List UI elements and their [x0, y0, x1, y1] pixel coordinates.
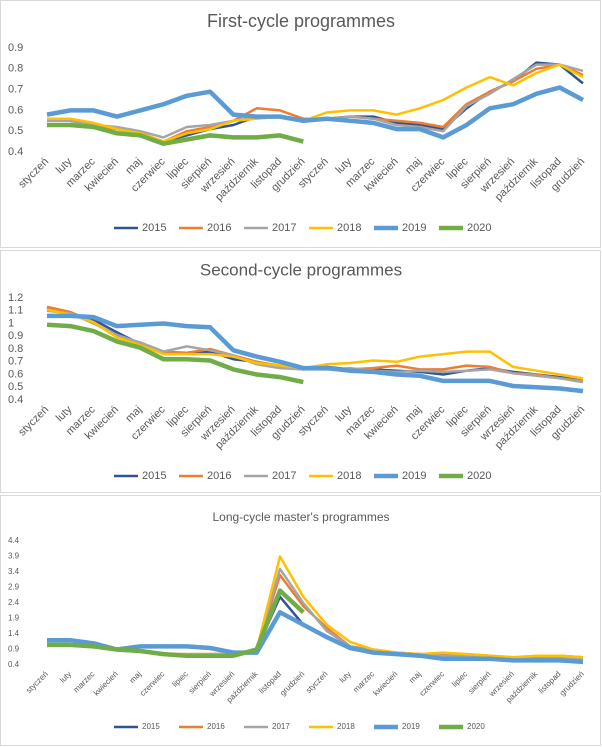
series-line	[47, 588, 305, 658]
series-line	[46, 85, 585, 140]
chart-title: Long-cycle master's programmes	[212, 510, 389, 524]
legend-label: 2019	[402, 722, 420, 731]
legend-label: 2019	[402, 222, 426, 234]
y-tick-label: 3.4	[8, 567, 20, 576]
legend-label: 2018	[337, 722, 355, 731]
series-line	[46, 322, 304, 385]
y-tick-label: 1.4	[8, 629, 20, 638]
chart-title: First-cycle programmes	[207, 11, 395, 31]
y-tick-label: 0.4	[8, 394, 23, 406]
y-tick-label: 3.9	[8, 552, 20, 561]
legend-label: 2018	[337, 470, 361, 482]
y-tick-label: 2.9	[8, 583, 20, 592]
legend-label: 2020	[467, 222, 491, 234]
y-tick-label: 0.8	[8, 63, 23, 75]
series-line	[47, 610, 584, 665]
legend-label: 2016	[207, 722, 225, 731]
legend-label: 2018	[337, 222, 361, 234]
y-tick-label: 1	[8, 317, 14, 329]
legend-label: 2015	[142, 222, 166, 234]
y-tick-label: 1.1	[8, 305, 23, 317]
y-tick-label: 0.8	[8, 343, 23, 355]
y-tick-label: 1.2	[8, 292, 23, 304]
series-line	[47, 313, 584, 394]
y-tick-label: 0.9	[8, 330, 23, 342]
legend-label: 2015	[142, 470, 166, 482]
y-tick-label: 0.9	[8, 42, 23, 54]
y-tick-label: 0.4	[8, 146, 23, 158]
legend-label: 2015	[142, 722, 160, 731]
legend-label: 2016	[207, 222, 231, 234]
y-tick-label: 0.9	[8, 645, 20, 654]
series-line	[47, 63, 584, 143]
legend-label: 2020	[467, 470, 491, 482]
legend-label: 2017	[272, 722, 290, 731]
y-tick-label: 4.4	[8, 536, 20, 545]
y-tick-label: 0.5	[8, 381, 23, 393]
y-tick-label: 1.9	[8, 614, 20, 623]
y-tick-label: 0.7	[8, 84, 23, 96]
legend-label: 2017	[272, 222, 296, 234]
legend-label: 2017	[272, 470, 296, 482]
y-tick-label: 2.4	[8, 598, 20, 607]
y-tick-label: 0.7	[8, 356, 23, 368]
y-tick-label: 0.4	[8, 660, 20, 669]
y-tick-label: 0.6	[8, 368, 23, 380]
chart-title: Second-cycle programmes	[200, 260, 402, 279]
legend-label: 2020	[467, 722, 485, 731]
legend-label: 2016	[207, 470, 231, 482]
y-tick-label: 0.6	[8, 104, 23, 116]
series-line	[47, 122, 304, 146]
y-tick-label: 0.5	[8, 125, 23, 137]
legend-label: 2019	[402, 470, 426, 482]
